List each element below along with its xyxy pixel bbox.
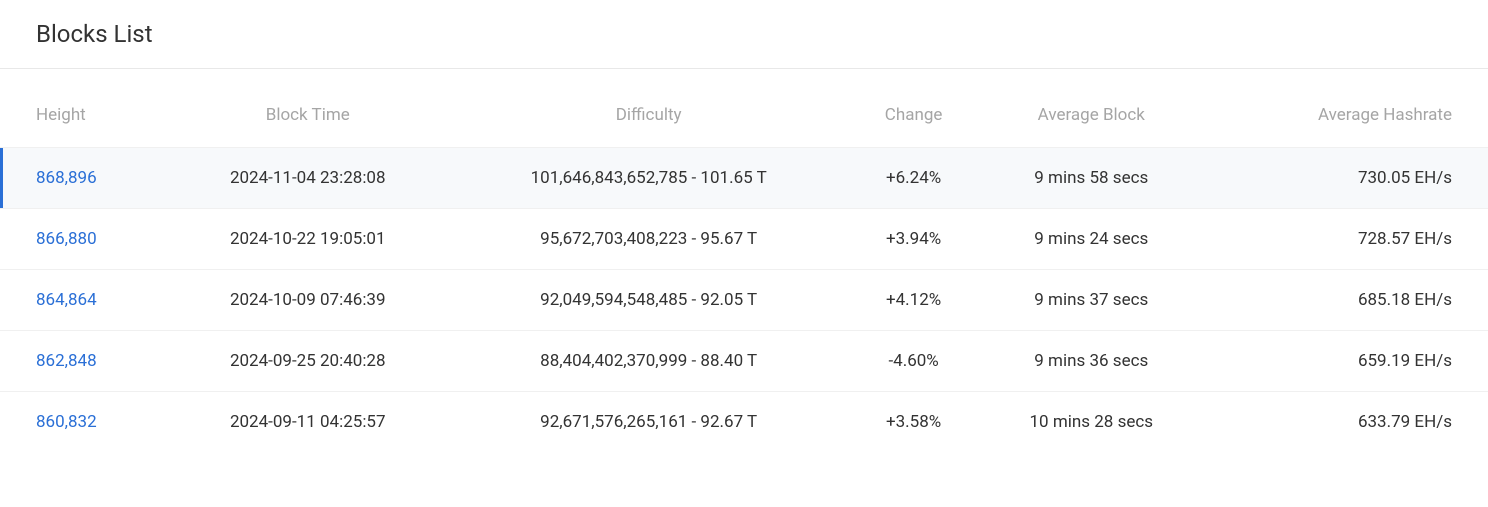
cell-avg-block: 9 mins 24 secs [977,209,1206,270]
blocks-list-panel: Blocks List Height Block Time Difficulty… [0,0,1488,452]
col-avg-block: Average Block [977,89,1206,148]
cell-change: +3.94% [850,209,977,270]
table-body: 868,896 2024-11-04 23:28:08101,646,843,65… [0,148,1488,453]
height-link[interactable]: 866,880 [36,229,97,249]
cell-avg-hashrate: 685.18 EH/s [1206,270,1488,331]
table-row: 868,896 2024-11-04 23:28:08101,646,843,65… [0,148,1488,209]
cell-change: +6.24% [850,148,977,209]
height-link[interactable]: 864,864 [36,290,97,310]
table-row: 862,848 2024-09-25 20:40:2888,404,402,370… [0,331,1488,392]
cell-block-time: 2024-11-04 23:28:08 [169,148,448,209]
cell-avg-hashrate: 633.79 EH/s [1206,392,1488,453]
cell-avg-hashrate: 730.05 EH/s [1206,148,1488,209]
cell-difficulty: 95,672,703,408,223 - 95.67 T [447,209,850,270]
table-row: 866,880 2024-10-22 19:05:0195,672,703,408… [0,209,1488,270]
table-header: Height Block Time Difficulty Change Aver… [0,89,1488,148]
cell-height: 866,880 [0,209,169,270]
cell-avg-block: 9 mins 58 secs [977,148,1206,209]
cell-avg-block: 9 mins 37 secs [977,270,1206,331]
cell-change: +3.58% [850,392,977,453]
blocks-table: Height Block Time Difficulty Change Aver… [0,89,1488,452]
table-row: 864,864 2024-10-09 07:46:3992,049,594,548… [0,270,1488,331]
cell-change: -4.60% [850,331,977,392]
cell-block-time: 2024-09-25 20:40:28 [169,331,448,392]
height-link[interactable]: 868,896 [36,168,97,188]
cell-block-time: 2024-10-09 07:46:39 [169,270,448,331]
col-difficulty: Difficulty [447,89,850,148]
height-link[interactable]: 860,832 [36,412,97,432]
cell-height: 864,864 [0,270,169,331]
cell-avg-hashrate: 728.57 EH/s [1206,209,1488,270]
col-change: Change [850,89,977,148]
col-block-time: Block Time [169,89,448,148]
cell-avg-block: 9 mins 36 secs [977,331,1206,392]
cell-height: 868,896 [0,148,169,209]
cell-height: 860,832 [0,392,169,453]
cell-avg-block: 10 mins 28 secs [977,392,1206,453]
cell-difficulty: 101,646,843,652,785 - 101.65 T [447,148,850,209]
cell-block-time: 2024-09-11 04:25:57 [169,392,448,453]
cell-difficulty: 92,049,594,548,485 - 92.05 T [447,270,850,331]
cell-change: +4.12% [850,270,977,331]
cell-block-time: 2024-10-22 19:05:01 [169,209,448,270]
col-height: Height [0,89,169,148]
table-wrapper: Height Block Time Difficulty Change Aver… [0,69,1488,452]
cell-height: 862,848 [0,331,169,392]
page-title: Blocks List [0,20,1488,68]
table-row: 860,832 2024-09-11 04:25:5792,671,576,265… [0,392,1488,453]
height-link[interactable]: 862,848 [36,351,97,371]
cell-avg-hashrate: 659.19 EH/s [1206,331,1488,392]
cell-difficulty: 92,671,576,265,161 - 92.67 T [447,392,850,453]
cell-difficulty: 88,404,402,370,999 - 88.40 T [447,331,850,392]
col-avg-hashrate: Average Hashrate [1206,89,1488,148]
